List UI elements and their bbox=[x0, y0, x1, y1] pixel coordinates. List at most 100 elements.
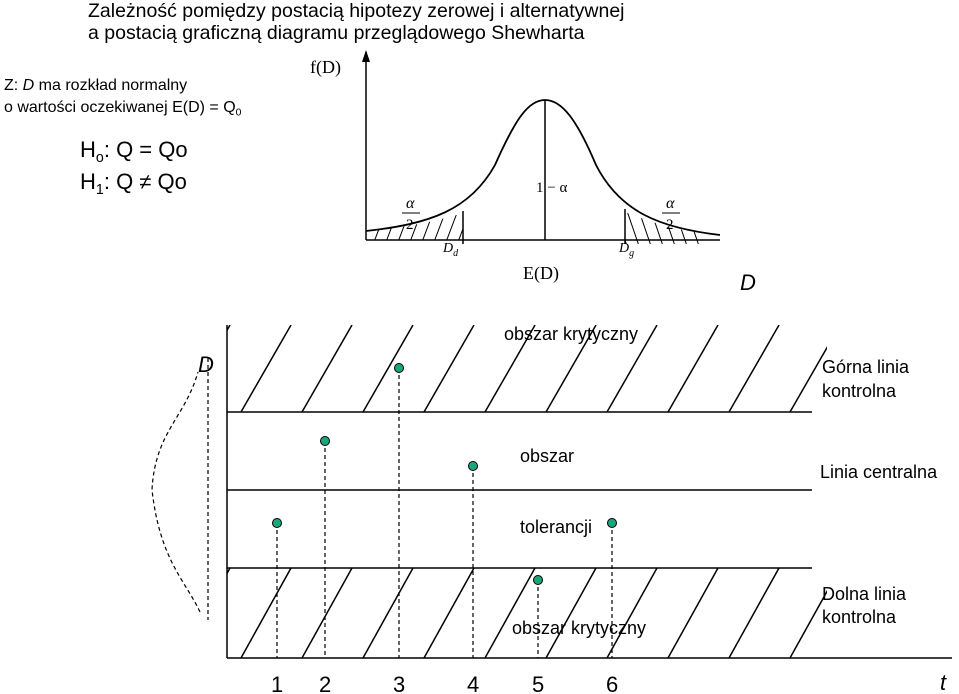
tail-hatch-line bbox=[470, 205, 484, 242]
time-tick-label: 5 bbox=[532, 672, 544, 694]
hatch-line bbox=[545, 325, 597, 412]
h0-statement: : Q = Qo bbox=[103, 137, 188, 162]
hatch-line bbox=[301, 325, 353, 412]
time-axis-label: t bbox=[940, 670, 947, 694]
upper-limit-subscript: g bbox=[629, 248, 634, 259]
assumption-variable: D bbox=[22, 77, 35, 94]
alternative-hypothesis: H1: Q ≠ Qo bbox=[80, 169, 188, 201]
hatch-line bbox=[728, 325, 780, 412]
assumption-rest: ma rozkład normalny bbox=[34, 77, 188, 94]
tail-hatch-line bbox=[457, 213, 463, 240]
center-line-label: Linia centralna bbox=[820, 462, 938, 482]
hatch-line bbox=[423, 325, 475, 412]
side-distribution-sketch bbox=[151, 358, 209, 620]
upper-limit-letter: D bbox=[618, 241, 629, 256]
sample-point bbox=[272, 518, 282, 528]
hatch-line bbox=[667, 325, 719, 412]
normal-density-curve bbox=[365, 99, 721, 236]
hatch-line bbox=[301, 568, 353, 658]
upper-limit-label-line-2: kontrolna bbox=[822, 381, 897, 401]
sample-point bbox=[468, 461, 478, 471]
time-tick-label: 1 bbox=[271, 672, 283, 694]
assumption-prefix: Z: bbox=[4, 77, 23, 94]
hypotheses: Ho: Q = Qo H1: Q ≠ Qo bbox=[80, 137, 188, 201]
tail-hatch-line bbox=[636, 212, 652, 244]
tail-hatch-line bbox=[648, 212, 664, 244]
title-line-2: a postacią graficzną diagramu przeglądow… bbox=[88, 22, 585, 44]
hatch-line bbox=[484, 325, 536, 412]
time-tick-label: 2 bbox=[319, 672, 331, 694]
sample-point bbox=[394, 363, 404, 373]
tolerance-region-label-2: tolerancji bbox=[520, 517, 592, 537]
hatch-line bbox=[227, 568, 231, 575]
h0-letter: H bbox=[80, 137, 96, 162]
assumption-line-1: Z: D ma rozkład normalny bbox=[4, 77, 241, 99]
hatch-line bbox=[789, 346, 827, 412]
center-probability-label: 1 − α bbox=[536, 180, 567, 196]
h1-subscript: 1 bbox=[95, 182, 104, 198]
lower-limit-label-line-1: Dolna linia bbox=[822, 584, 907, 604]
time-tick-label: 6 bbox=[606, 672, 618, 694]
null-hypothesis: Ho: Q = Qo bbox=[80, 137, 188, 169]
h1-letter: H bbox=[80, 169, 96, 194]
hatch-line bbox=[240, 568, 292, 658]
lower-limit-letter: D bbox=[442, 241, 453, 256]
lower-limit-subscript: d bbox=[453, 248, 459, 259]
lower-limit-label: Dd bbox=[442, 241, 459, 259]
lower-alpha-fraction: α 2 bbox=[402, 195, 420, 233]
lower-alpha: α bbox=[406, 195, 415, 212]
diagram-title: Zależność pomiędzy postacią hipotezy zer… bbox=[88, 0, 625, 44]
lower-tail-hatch bbox=[350, 205, 484, 242]
title-line-1: Zależność pomiędzy postacią hipotezy zer… bbox=[88, 0, 625, 22]
tail-hatch-line bbox=[433, 213, 449, 240]
tail-hatch-line bbox=[373, 213, 389, 240]
lower-two: 2 bbox=[406, 217, 414, 233]
sample-point bbox=[607, 518, 617, 528]
hatch-line bbox=[240, 325, 292, 412]
upper-limit-label: Dg bbox=[618, 241, 634, 259]
chart-y-axis-label: D bbox=[198, 352, 214, 377]
distribution-x-axis-label: D bbox=[740, 270, 756, 295]
lower-limit-label-line-2: kontrolna bbox=[822, 607, 897, 627]
density-axis-label: f(D) bbox=[310, 57, 341, 78]
sample-point bbox=[320, 436, 330, 446]
assumption-expected-value: o wartości oczekiwanej E(D) = Q bbox=[4, 99, 236, 116]
hatch-line bbox=[362, 325, 414, 412]
hatch-line bbox=[728, 568, 780, 658]
tail-hatch-line bbox=[350, 205, 364, 242]
tail-hatch-line bbox=[445, 213, 461, 240]
hatch-line bbox=[362, 568, 414, 658]
lower-critical-region-hatch bbox=[227, 568, 827, 658]
distribution-y-axis-arrow bbox=[362, 50, 370, 62]
hatch-line bbox=[606, 325, 658, 412]
assumption-line-2: o wartości oczekiwanej E(D) = Q0 bbox=[4, 99, 241, 121]
time-tick-label: 3 bbox=[393, 672, 405, 694]
hatch-line bbox=[606, 568, 658, 658]
upper-limit-label-line-1: Górna linia bbox=[822, 357, 910, 377]
time-tick-label: 4 bbox=[467, 672, 479, 694]
hatch-line bbox=[667, 568, 719, 658]
hatch-line bbox=[423, 568, 475, 658]
hatch-line bbox=[789, 589, 827, 658]
sample-point bbox=[533, 575, 543, 585]
bottom-critical-region-label: obszar krytyczny bbox=[512, 618, 646, 638]
top-critical-region-label: obszar krytyczny bbox=[504, 324, 638, 344]
sample-points: 1 2 3 4 5 6 bbox=[271, 363, 618, 694]
upper-two: 2 bbox=[666, 217, 674, 233]
distribution-plot: f(D) D E(D) 1 − α α 2 α 2 Dd Dg bbox=[310, 50, 756, 295]
assumption-text: Z: D ma rozkład normalny o wartości ocze… bbox=[4, 77, 241, 121]
tolerance-region-label-1: obszar bbox=[520, 446, 574, 466]
tail-hatch-line bbox=[625, 212, 640, 244]
tail-hatch-line bbox=[366, 213, 377, 240]
h1-statement: : Q ≠ Qo bbox=[103, 169, 187, 194]
upper-alpha-fraction: α 2 bbox=[662, 195, 680, 233]
tail-hatch-line bbox=[421, 213, 437, 240]
hatch-line bbox=[484, 568, 536, 658]
upper-alpha: α bbox=[666, 195, 675, 212]
control-chart: D t obszar krytyczny obszar tolerancji o… bbox=[151, 324, 952, 694]
hatch-line bbox=[545, 568, 597, 658]
h0-subscript: o bbox=[95, 150, 104, 166]
upper-critical-region-hatch bbox=[227, 325, 827, 412]
mean-label: E(D) bbox=[523, 263, 559, 284]
